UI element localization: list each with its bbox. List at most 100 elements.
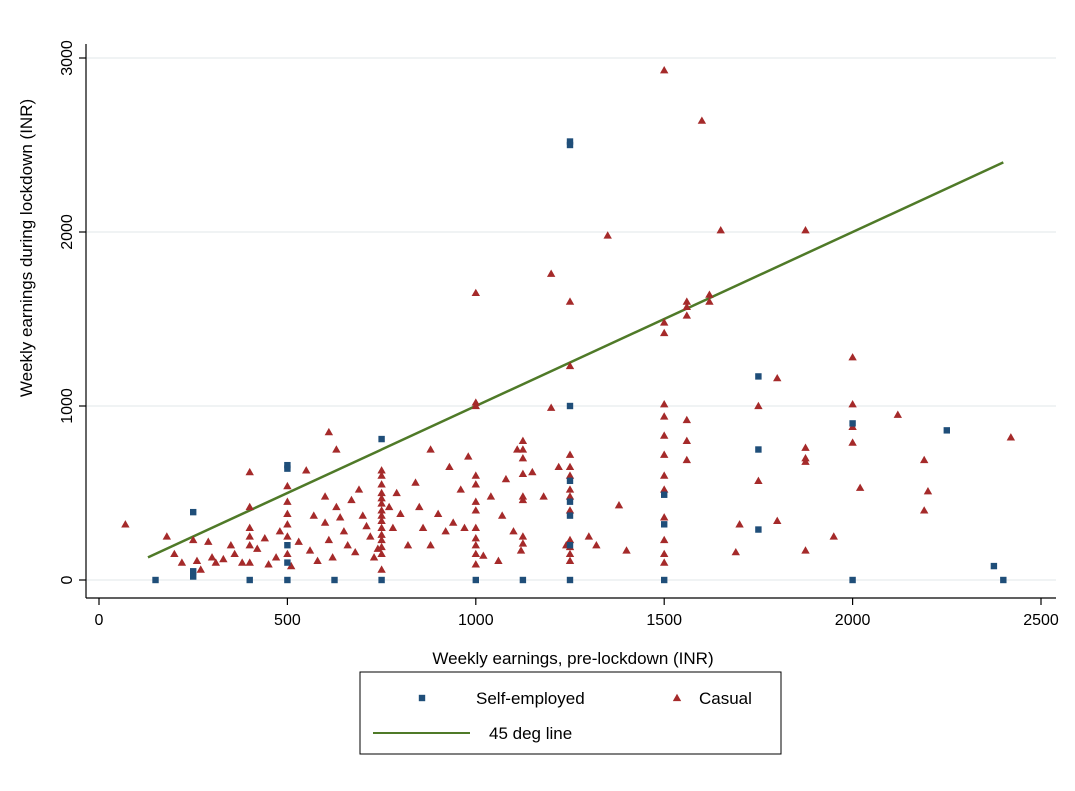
casual-point xyxy=(377,565,386,573)
casual-point xyxy=(518,445,528,453)
casual-point xyxy=(351,547,360,556)
casual-point xyxy=(433,509,443,518)
casual-point xyxy=(697,116,707,124)
casual-point xyxy=(283,481,292,490)
casual-point xyxy=(682,455,692,464)
casual-point xyxy=(546,269,556,277)
self-employed-point xyxy=(566,512,574,519)
forty-five-degree-line xyxy=(147,161,1004,559)
casual-point xyxy=(660,431,669,439)
casual-point xyxy=(377,516,386,524)
casual-point xyxy=(237,558,247,566)
casual-point xyxy=(660,549,669,558)
casual-point xyxy=(855,483,865,491)
self-employed-point xyxy=(566,477,574,485)
casual-point xyxy=(271,553,281,561)
casual-point xyxy=(705,290,714,298)
casual-point xyxy=(464,452,473,460)
casual-point xyxy=(682,415,692,424)
casual-point xyxy=(565,471,575,479)
x-axis-label: Weekly earnings, pre-lockdown (INR) xyxy=(432,649,713,668)
casual-point xyxy=(518,539,528,547)
x-tick-label: 500 xyxy=(274,612,301,629)
casual-point xyxy=(919,506,929,514)
casual-point xyxy=(456,485,465,493)
casual-point xyxy=(411,478,420,486)
y-axis-label: Weekly earnings during lockdown (INR) xyxy=(17,99,36,397)
casual-point xyxy=(377,471,386,479)
casual-point xyxy=(471,401,480,410)
casual-point xyxy=(245,541,254,549)
self-employed-point xyxy=(566,138,574,145)
casual-point xyxy=(204,537,213,545)
self-employed-point xyxy=(190,573,197,580)
casual-point xyxy=(471,534,480,542)
casual-point xyxy=(283,549,292,558)
casual-point xyxy=(565,485,575,493)
casual-point xyxy=(513,445,522,453)
self-employed-point xyxy=(755,526,762,533)
casual-point xyxy=(339,527,349,535)
casual-point xyxy=(377,549,386,558)
casual-point xyxy=(196,565,205,573)
casual-point xyxy=(283,520,292,528)
casual-point xyxy=(660,65,669,74)
casual-point xyxy=(324,427,334,436)
self-employed-point xyxy=(152,576,159,584)
self-employed-point xyxy=(190,568,197,575)
casual-point xyxy=(546,403,556,411)
casual-point xyxy=(460,523,469,531)
casual-point xyxy=(253,544,262,552)
data-points xyxy=(121,65,1016,584)
casual-point xyxy=(426,445,435,453)
y-tick-label: 1000 xyxy=(59,388,76,424)
legend-line-label: 45 deg line xyxy=(489,724,572,743)
casual-point xyxy=(347,495,356,504)
casual-point xyxy=(362,521,371,530)
casual-point xyxy=(207,553,217,561)
casual-point xyxy=(660,535,669,544)
casual-point xyxy=(516,546,526,554)
casual-point xyxy=(332,502,341,511)
casual-point xyxy=(324,535,334,544)
self-employed-point xyxy=(661,491,668,498)
self-employed-point xyxy=(943,427,950,434)
casual-point xyxy=(501,474,511,483)
casual-point xyxy=(377,523,386,531)
casual-point xyxy=(660,400,669,408)
self-employed-point xyxy=(472,576,479,584)
casual-point xyxy=(754,476,763,484)
self-employed-point xyxy=(661,521,668,528)
casual-point xyxy=(441,527,450,535)
x-tick-label: 1000 xyxy=(458,612,494,629)
x-tick-label: 2000 xyxy=(835,612,871,629)
casual-point xyxy=(893,410,903,418)
casual-point xyxy=(369,553,379,561)
casual-point xyxy=(518,436,528,444)
casual-point xyxy=(471,506,480,514)
casual-point xyxy=(162,532,172,540)
casual-point xyxy=(518,469,528,478)
casual-point xyxy=(565,535,575,544)
casual-point xyxy=(377,542,386,551)
casual-point xyxy=(226,541,236,549)
casual-point xyxy=(230,549,239,558)
casual-point xyxy=(682,311,692,319)
casual-point xyxy=(392,488,401,497)
casual-point xyxy=(923,487,933,495)
casual-point xyxy=(660,485,669,493)
casual-point xyxy=(302,466,311,474)
casual-point xyxy=(829,532,838,540)
self-employed-point xyxy=(284,559,291,566)
casual-point xyxy=(848,353,857,361)
casual-point xyxy=(592,541,601,549)
casual-point xyxy=(471,560,480,568)
casual-point xyxy=(377,535,386,544)
casual-point xyxy=(471,541,480,549)
casual-point xyxy=(528,467,537,476)
casual-point xyxy=(245,532,254,540)
casual-point xyxy=(735,520,744,528)
casual-point xyxy=(245,467,254,476)
casual-point xyxy=(275,527,285,535)
